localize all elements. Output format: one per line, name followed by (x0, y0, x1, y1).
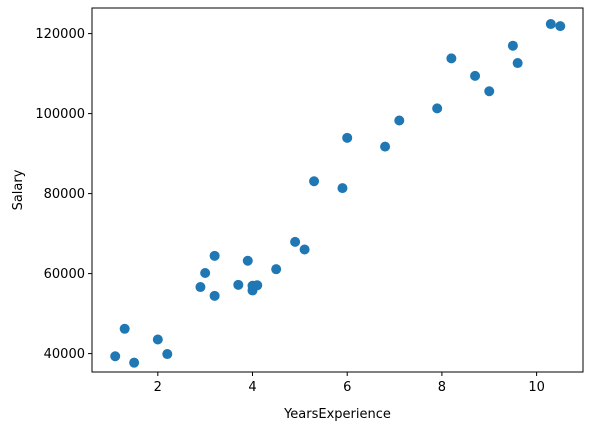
x-tick-label: 4 (248, 380, 256, 395)
data-point-10 (233, 279, 244, 290)
data-point-8 (209, 290, 220, 301)
data-point-5 (162, 349, 173, 360)
data-point-22 (394, 115, 405, 126)
data-point-21 (380, 141, 391, 152)
y-tick-label: 80000 (44, 187, 85, 202)
data-point-16 (290, 236, 301, 247)
data-point-14 (252, 280, 263, 291)
x-tick-label: 6 (343, 380, 351, 395)
x-tick-label: 10 (528, 380, 545, 395)
data-point-28 (512, 58, 523, 69)
x-tick-label: 2 (154, 380, 162, 395)
data-point-30 (555, 21, 566, 32)
data-point-11 (242, 255, 253, 266)
data-point-19 (337, 183, 348, 194)
data-point-25 (470, 70, 481, 81)
y-tick-label: 40000 (44, 347, 85, 362)
data-point-18 (309, 176, 320, 187)
data-point-2 (119, 323, 130, 334)
y-tick-label: 60000 (44, 267, 85, 282)
data-point-24 (446, 53, 457, 64)
x-tick-label: 8 (438, 380, 446, 395)
data-point-3 (129, 357, 140, 368)
data-point-15 (271, 264, 282, 275)
y-tick-label: 100000 (35, 107, 85, 122)
data-point-7 (200, 268, 211, 278)
data-point-27 (507, 40, 518, 51)
data-point-23 (432, 103, 443, 114)
y-axis-label: Salary (11, 169, 26, 210)
data-point-26 (484, 86, 495, 97)
data-point-6 (195, 282, 206, 293)
points-layer (110, 19, 566, 368)
data-point-17 (299, 244, 310, 255)
y-tick-label: 120000 (35, 27, 85, 42)
plot-frame (91, 7, 584, 373)
ticks-layer: 2 4 6 8 10 40000 60000 80000 100000 120000 (35, 27, 545, 395)
data-point-29 (545, 19, 556, 30)
data-point-20 (342, 132, 353, 143)
data-point-1 (110, 351, 121, 362)
x-axis-label: YearsExperience (283, 407, 391, 422)
data-point-9 (209, 250, 220, 261)
data-point-4 (152, 334, 163, 345)
